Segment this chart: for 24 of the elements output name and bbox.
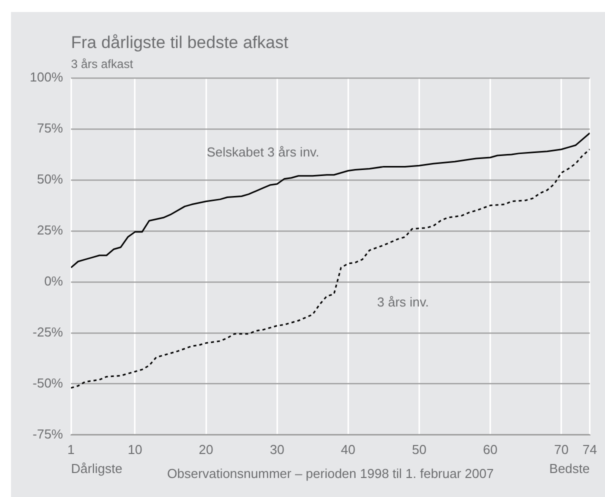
x-tick-label: 10 xyxy=(128,442,142,458)
y-tick-label: -50% xyxy=(32,375,64,390)
x-tick-label: 40 xyxy=(340,442,356,458)
series-label: Selskabet 3 års inv. xyxy=(206,144,320,160)
text: Bedste xyxy=(549,460,590,476)
x-tick-label: 30 xyxy=(270,442,284,458)
y-tick-label: 100% xyxy=(30,70,64,85)
x-tick-label: 60 xyxy=(483,442,498,458)
y-tick-label: -25% xyxy=(32,324,64,340)
x-tick-label: 74 xyxy=(582,442,598,458)
y-tick-label: -75% xyxy=(32,426,64,442)
y-tick-label: 25% xyxy=(36,222,64,238)
x-axis-title: Observationsnummer – perioden 1998 til 1. februar 2007 xyxy=(167,466,494,481)
text: Dårligste xyxy=(71,460,122,476)
x-tick-label: 20 xyxy=(198,442,214,458)
x-tick-label: 1 xyxy=(67,442,75,458)
y-tick-label: 75% xyxy=(36,120,64,136)
y-axis-title: 3 års afkast xyxy=(71,57,134,71)
text: 3 års inv. xyxy=(377,294,429,310)
y-tick-label: 0% xyxy=(44,273,64,288)
x-tick-label: 50 xyxy=(412,442,426,458)
x-tick-label: 70 xyxy=(554,442,569,458)
chart-title: Fra dårligste til bedste afkast xyxy=(71,33,289,52)
y-tick-label: 50% xyxy=(36,172,64,187)
